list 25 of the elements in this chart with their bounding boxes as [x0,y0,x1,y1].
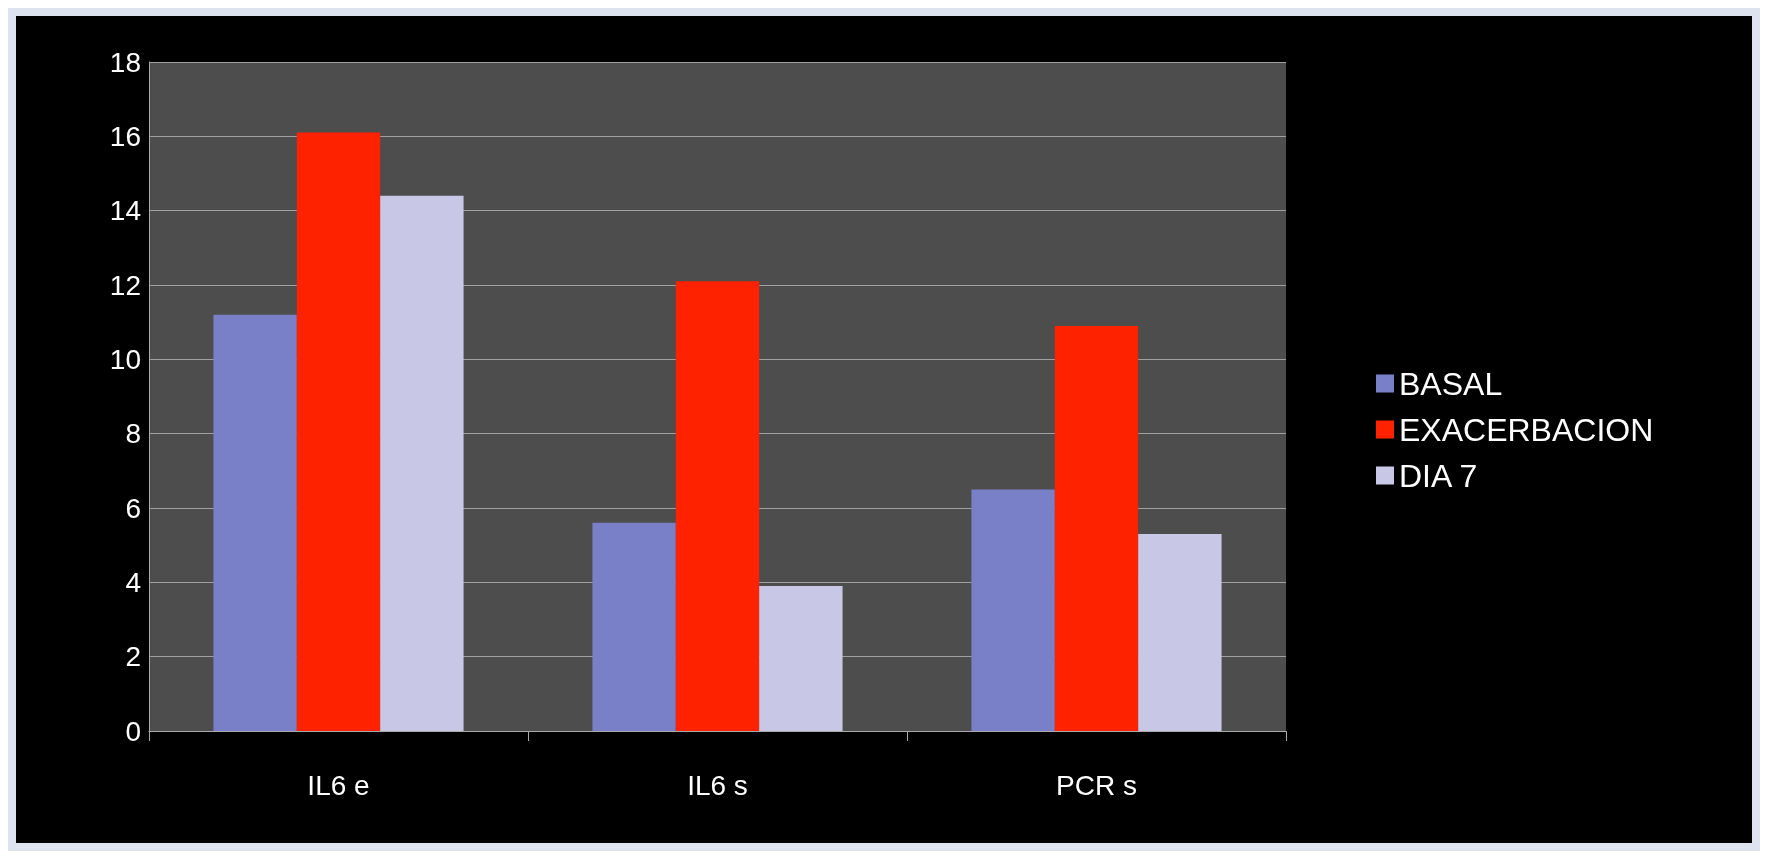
bar [1054,325,1139,731]
x-tick-label: IL6 e [307,769,370,801]
y-tick-label: 12 [109,269,141,301]
y-tick-label: 16 [109,120,141,152]
bar [1138,534,1222,731]
y-tick-label: 2 [125,641,141,673]
legend-label: DIA 7 [1399,457,1478,494]
x-tick-label: PCR s [1056,769,1137,801]
bar [759,586,843,731]
y-tick-label: 0 [125,715,141,747]
y-tick-label: 10 [109,343,141,375]
bar [592,522,676,731]
y-tick-label: 8 [125,418,141,450]
y-tick-label: 4 [125,566,141,598]
y-tick-label: 18 [109,46,141,78]
bar [675,281,760,731]
y-tick-label: 6 [125,492,141,524]
legend-label: EXACERBACION [1399,411,1654,448]
x-tick-label: IL6 s [687,769,748,801]
bar [380,195,464,731]
bar [296,132,381,731]
bar [213,314,297,731]
y-tick-label: 14 [109,195,141,227]
bar [971,489,1055,731]
legend-label: BASAL [1399,365,1503,402]
